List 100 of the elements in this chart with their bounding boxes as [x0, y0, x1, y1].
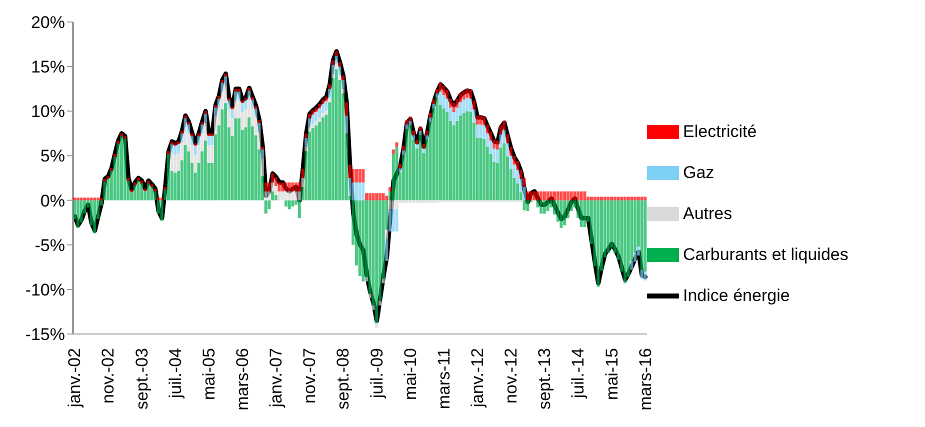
bar — [294, 182, 298, 192]
bar — [311, 124, 314, 128]
bar — [342, 80, 345, 89]
bar — [180, 130, 184, 134]
bar — [308, 132, 311, 200]
bar — [103, 178, 106, 182]
bar — [540, 191, 543, 200]
bar — [479, 116, 482, 125]
bar — [194, 146, 197, 155]
y-tick-label: 20% — [30, 13, 65, 32]
bar — [130, 190, 134, 192]
bar — [268, 191, 271, 200]
bar — [254, 108, 258, 118]
bar — [284, 191, 288, 200]
bar — [378, 301, 382, 306]
bar — [540, 200, 543, 214]
legend-label: Carburants et liquides — [683, 244, 848, 264]
bar — [197, 136, 200, 146]
bar — [164, 186, 167, 190]
bar — [436, 98, 439, 200]
bar — [452, 125, 456, 200]
bar — [314, 108, 318, 112]
bar — [469, 112, 472, 200]
x-tick-label: juil.-04 — [166, 348, 185, 400]
bar — [522, 200, 526, 210]
legend-label: Indice énergie — [683, 286, 790, 306]
bar — [388, 186, 392, 192]
x-tick-label: sept.-03 — [132, 348, 152, 410]
bar — [204, 114, 207, 123]
bar — [90, 198, 93, 200]
bar — [603, 196, 606, 200]
bar — [432, 104, 436, 108]
bar — [86, 198, 90, 200]
bar — [542, 191, 546, 200]
bar — [311, 128, 314, 200]
bar — [532, 191, 536, 200]
bar — [640, 270, 644, 279]
x-tick-label: mai-15 — [602, 348, 622, 400]
bar — [499, 125, 502, 134]
bar — [624, 200, 627, 284]
bar — [385, 196, 388, 200]
bar — [438, 82, 442, 92]
bar — [358, 182, 362, 200]
bar — [207, 136, 210, 146]
y-tick-label: 5% — [40, 146, 65, 166]
bar — [402, 150, 405, 155]
bar — [362, 200, 365, 282]
bar — [83, 198, 86, 200]
bar — [174, 172, 177, 200]
bar — [318, 117, 322, 122]
bar — [318, 104, 322, 108]
bar — [338, 75, 342, 80]
bar — [556, 191, 560, 200]
bar — [442, 95, 446, 108]
bar — [428, 112, 432, 118]
bar — [264, 191, 268, 200]
bar — [560, 191, 563, 200]
bar — [106, 176, 110, 179]
bar — [482, 138, 486, 200]
bar — [166, 154, 170, 200]
x-tick-label: sept.-08 — [334, 348, 353, 410]
bar — [143, 188, 146, 192]
bar — [110, 168, 113, 171]
bar — [563, 191, 566, 200]
bar — [462, 100, 466, 113]
bar — [214, 108, 217, 116]
bar — [596, 196, 600, 200]
y-tick-label: 0% — [40, 191, 65, 210]
x-tick-label: nov.-12 — [502, 348, 521, 404]
x-tick-label: mai-05 — [199, 348, 218, 400]
bar — [436, 200, 439, 203]
bar — [271, 191, 274, 200]
bar — [136, 178, 140, 181]
bar — [412, 130, 416, 136]
bar — [76, 200, 80, 228]
bar — [133, 182, 136, 186]
bar — [418, 200, 422, 203]
bar — [234, 92, 238, 100]
bar — [466, 88, 469, 98]
bar — [626, 196, 630, 200]
bar — [354, 169, 358, 182]
bar — [530, 191, 533, 200]
bar — [402, 146, 405, 150]
bar — [154, 188, 157, 192]
bar — [425, 135, 428, 140]
bar — [388, 209, 392, 232]
bar — [566, 191, 570, 200]
bar — [244, 100, 248, 110]
bar — [640, 196, 644, 200]
bar — [402, 200, 405, 203]
bar — [415, 200, 418, 203]
bar — [331, 60, 334, 65]
bar — [422, 144, 426, 149]
bar — [166, 151, 170, 154]
bar — [392, 149, 395, 154]
bar — [264, 182, 268, 192]
bar — [174, 146, 177, 155]
bar — [580, 191, 583, 200]
bar — [334, 64, 338, 70]
bar — [506, 134, 510, 144]
